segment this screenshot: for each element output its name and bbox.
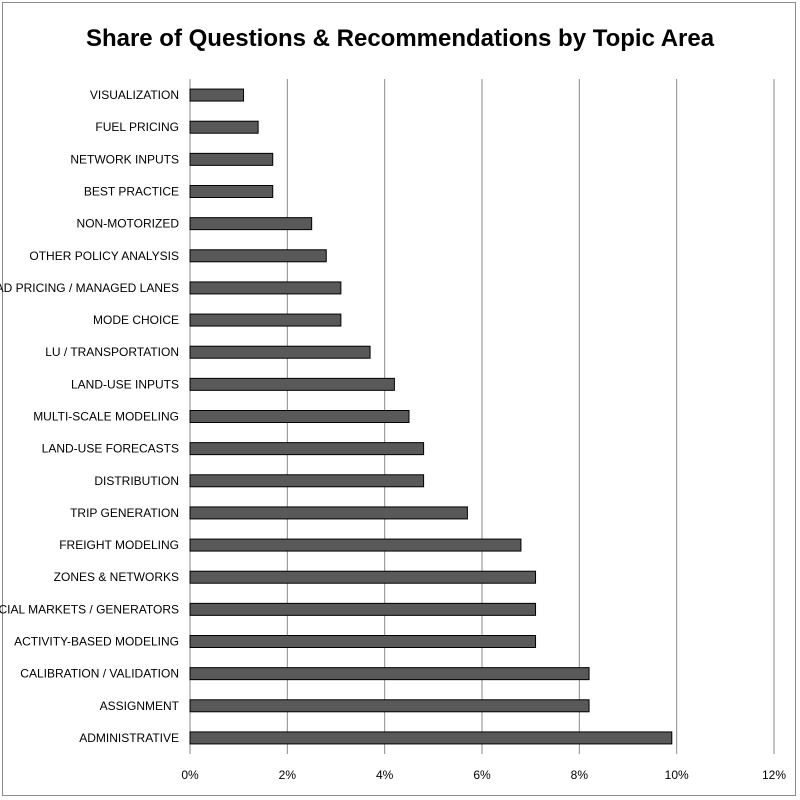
bar [189, 88, 245, 102]
bar [189, 281, 342, 295]
bar [189, 667, 590, 681]
category-label: ZONES & NETWORKS [54, 570, 179, 584]
category-label: ROAD PRICING / MANAGED LANES [0, 281, 179, 295]
category-label: NETWORK INPUTS [70, 152, 179, 166]
category-label: VISUALIZATION [90, 88, 179, 102]
category-label: DISTRIBUTION [94, 474, 179, 488]
category-label: ADMINISTRATIVE [79, 731, 179, 745]
category-label: CALIBRATION / VALIDATION [20, 667, 179, 681]
category-label: FREIGHT MODELING [59, 538, 179, 552]
bar [189, 699, 590, 713]
category-label: LU / TRANSPORTATION [45, 345, 179, 359]
bar [189, 442, 425, 456]
category-label: LAND-USE FORECASTS [42, 442, 179, 456]
x-tick-label: 10% [665, 768, 689, 782]
bar [189, 185, 274, 198]
bar [189, 120, 259, 134]
bar [189, 152, 274, 166]
bar [189, 474, 425, 488]
bar [189, 377, 395, 391]
x-tick-label: 4% [376, 768, 394, 782]
bar [189, 410, 410, 423]
category-label: LAND-USE INPUTS [71, 377, 179, 391]
category-label: ASSIGNMENT [100, 699, 180, 713]
category-labels: VISUALIZATION FUEL PRICING NETWORK INPUTS B… [0, 88, 180, 745]
x-tick-label: 0% [181, 768, 199, 782]
bar [189, 249, 327, 263]
category-label: ACTIVITY-BASED MODELING [14, 635, 179, 649]
category-label: NON-MOTORIZED [77, 217, 180, 231]
bar [189, 313, 342, 327]
x-tick-label: 8% [571, 768, 589, 782]
chart-title: Share of Questions & Recommendations by … [86, 25, 715, 52]
x-axis-tick-labels: 0% 2% 4% 6% 8% 10% 12% [181, 768, 786, 782]
x-tick-label: 6% [473, 768, 491, 782]
category-label: TRIP GENERATION [70, 506, 179, 520]
bar [189, 217, 313, 231]
bar [189, 538, 522, 552]
bar [189, 602, 537, 616]
category-label: FUEL PRICING [95, 120, 179, 134]
x-tick-label: 12% [762, 768, 786, 782]
category-label: OTHER POLICY ANALYSIS [29, 249, 179, 263]
bar [189, 506, 468, 520]
bar [189, 731, 673, 745]
bar [189, 635, 537, 648]
category-label: BEST PRACTICE [84, 185, 179, 199]
category-label: MODE CHOICE [93, 313, 179, 327]
category-label: SPECIAL MARKETS / GENERATORS [0, 602, 179, 616]
bars [189, 88, 673, 745]
bar [189, 345, 371, 359]
bar [189, 570, 537, 584]
x-tick-label: 2% [279, 768, 297, 782]
category-label: MULTI-SCALE MODELING [33, 410, 179, 424]
